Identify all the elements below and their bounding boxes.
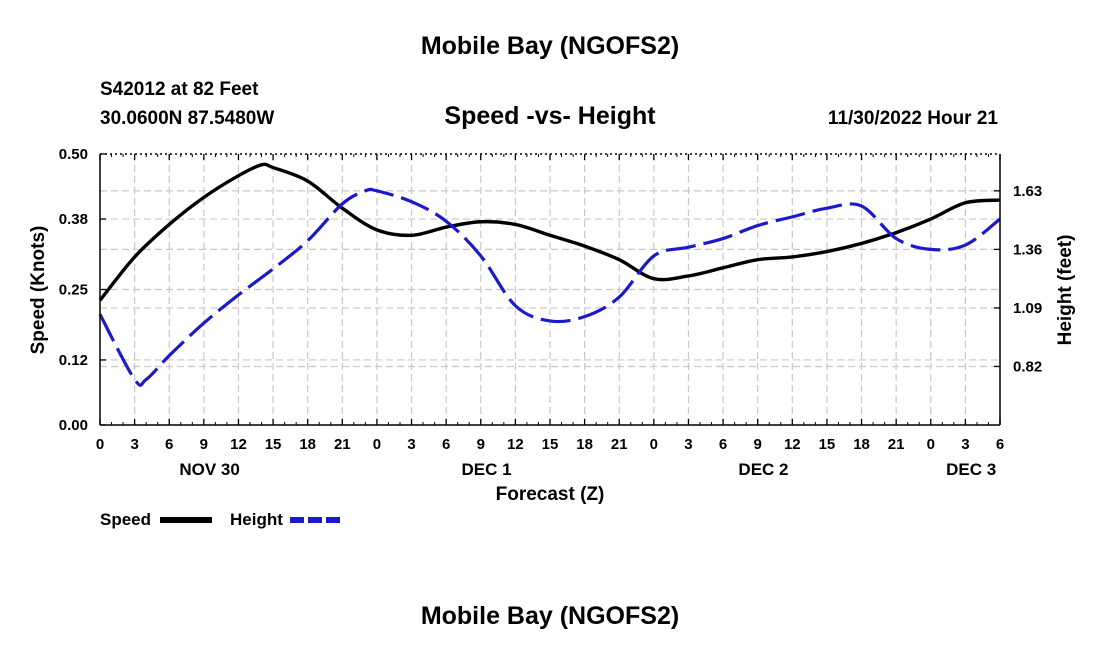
y2-tick-label: 0.82	[1013, 358, 1042, 375]
y-tick-label: 0.00	[59, 417, 88, 434]
x-axis-label: Forecast (Z)	[496, 484, 605, 505]
grid	[100, 154, 1000, 425]
x-tick-label: 12	[230, 436, 247, 453]
y-axis-label: Speed (Knots)	[28, 226, 49, 355]
chart-subtitle: Speed -vs- Height	[444, 102, 656, 130]
x-tick-label: 12	[784, 436, 801, 453]
x-day-label: NOV 30	[179, 460, 239, 479]
x-tick-label: 9	[754, 436, 762, 453]
x-tick-label: 0	[927, 436, 935, 453]
y2-axis-ticks: 0.82 1.09 1.36 1.63	[994, 183, 1042, 375]
footer-title: Mobile Bay (NGOFS2)	[421, 602, 679, 630]
series-line-speed	[98, 162, 1001, 302]
x-tick-label: 21	[611, 436, 628, 453]
x-tick-label: 15	[265, 436, 282, 453]
x-day-label: DEC 1	[461, 460, 511, 479]
station-coords: 30.0600N 87.5480W	[100, 108, 274, 129]
y2-tick-label: 1.36	[1013, 241, 1042, 258]
y-tick-label: 0.38	[59, 211, 88, 228]
legend-height-label: Height	[230, 510, 283, 529]
chart-title: Mobile Bay (NGOFS2)	[421, 32, 679, 60]
x-tick-label: 21	[334, 436, 351, 453]
x-tick-label: 3	[130, 436, 138, 453]
legend-speed-label: Speed	[100, 510, 151, 529]
legend: Speed Height	[100, 510, 342, 529]
forecast-datetime: 11/30/2022 Hour 21	[828, 108, 998, 129]
x-tick-label: 18	[299, 436, 316, 453]
y-axis-ticks: 0.00 0.12 0.25 0.38 0.50	[59, 146, 106, 434]
x-tick-label: 0	[373, 436, 381, 453]
x-tick-label: 15	[542, 436, 559, 453]
y2-axis-label: Height (feet)	[1055, 235, 1076, 346]
series-line-height	[98, 187, 1001, 387]
x-tick-label: 3	[684, 436, 692, 453]
x-day-label: DEC 2	[738, 460, 788, 479]
x-tick-label: 6	[719, 436, 727, 453]
y-tick-label: 0.50	[59, 146, 88, 163]
station-name: S42012 at 82 Feet	[100, 79, 259, 100]
x-tick-label: 3	[961, 436, 969, 453]
x-tick-label: 18	[853, 436, 870, 453]
x-tick-label: 18	[576, 436, 593, 453]
x-tick-label: 9	[200, 436, 208, 453]
x-tick-label: 0	[650, 436, 658, 453]
x-tick-label: 21	[888, 436, 905, 453]
y2-tick-label: 1.09	[1013, 300, 1042, 317]
x-tick-label: 15	[819, 436, 836, 453]
y-tick-label: 0.25	[59, 282, 88, 299]
x-tick-label: 6	[165, 436, 173, 453]
x-tick-label: 0	[96, 436, 104, 453]
x-tick-label: 12	[507, 436, 524, 453]
x-tick-label: 6	[442, 436, 450, 453]
x-tick-label: 6	[996, 436, 1004, 453]
y-tick-label: 0.12	[59, 352, 88, 369]
y2-tick-label: 1.63	[1013, 183, 1042, 200]
x-tick-label: 3	[407, 436, 415, 453]
x-day-label: DEC 3	[946, 460, 996, 479]
x-tick-label: 9	[477, 436, 485, 453]
x-axis-ticks: 0 3 6 9 12 15 18 21 0 3 6 9 12 15 18 21 0 3 6 9 12 15 18 21 0 3 6N…	[96, 154, 1004, 479]
plot-series	[98, 162, 1001, 387]
